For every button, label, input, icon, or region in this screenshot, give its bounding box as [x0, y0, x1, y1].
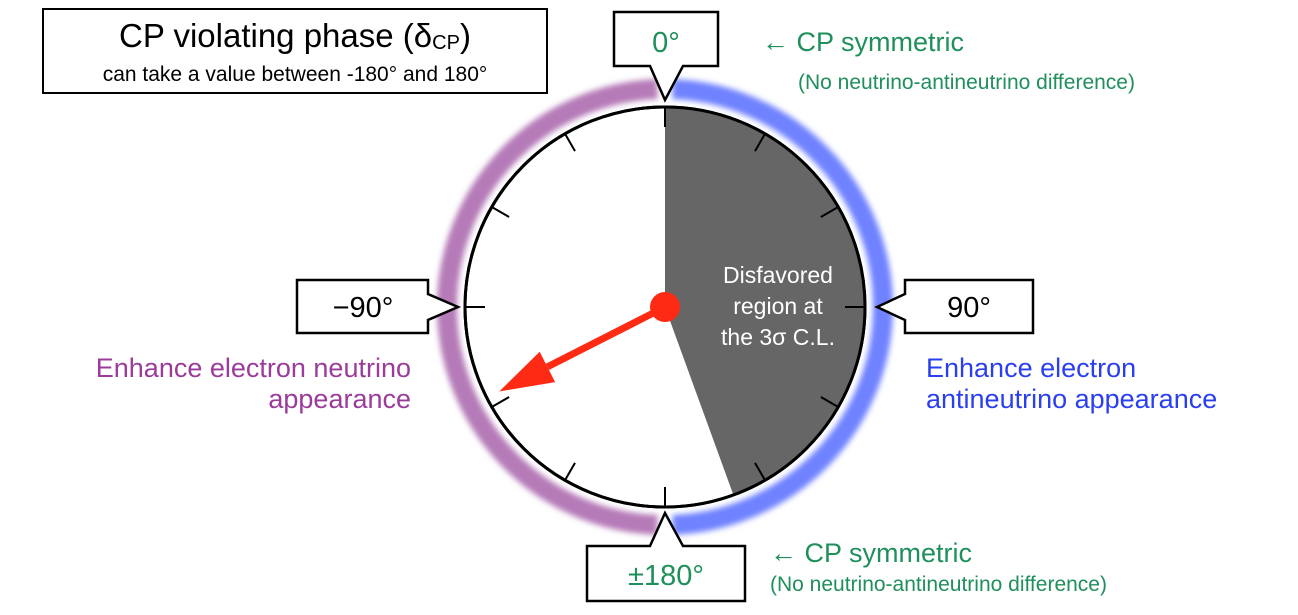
tick-mark — [564, 133, 576, 152]
bottom-no-difference-note: (No neutrino-antineutrino difference) — [770, 573, 1107, 596]
enhance-neutrino-label: Enhance electron neutrino appearance — [96, 353, 411, 415]
tick-mark — [564, 462, 576, 481]
region-label-line1: Disfavored — [723, 262, 833, 288]
tick-mark — [754, 133, 766, 152]
label-minus90-deg: −90° — [333, 292, 394, 324]
tick-mark — [820, 206, 839, 218]
arrow-hub — [650, 292, 680, 322]
tick-mark — [820, 396, 839, 408]
tick-mark — [491, 396, 510, 408]
dial-ticks — [465, 107, 865, 507]
bottom-cp-symmetric-note: ← CP symmetric — [770, 538, 973, 568]
disfavored-region — [665, 107, 865, 495]
arrow-head — [499, 351, 556, 392]
title-close: ) — [459, 17, 471, 54]
title-text: CP violating phase (δ — [119, 17, 433, 54]
title-box: CP violating phase (δCP) can take a valu… — [42, 8, 548, 94]
enhance-antineutrino-line1: Enhance electron — [926, 353, 1137, 383]
title-subscript: CP — [432, 32, 460, 54]
label-90-deg: 90° — [947, 292, 991, 324]
top-cp-symmetric-note: ← CP symmetric — [762, 27, 965, 57]
region-label-line3: the 3σ C.L. — [721, 324, 835, 350]
title-subtitle: can take a value between -180° and 180° — [102, 63, 488, 86]
enhance-neutrino-line1: Enhance electron neutrino — [95, 353, 411, 383]
disfavored-region-label: Disfavored region at the 3σ C.L. — [678, 260, 878, 353]
tick-mark — [754, 462, 766, 481]
top-no-difference-note: (No neutrino-antineutrino difference) — [798, 71, 1135, 94]
label-0-deg: 0° — [652, 27, 680, 59]
arrow-shaft — [545, 303, 667, 371]
callout-left — [295, 278, 462, 335]
region-label-line2: region at — [733, 293, 823, 319]
tick-mark — [491, 206, 510, 218]
enhance-antineutrino-line2: antineutrino appearance — [926, 384, 1218, 414]
title-main: CP violating phase (δCP) — [44, 17, 546, 62]
enhance-antineutrino-label: Enhance electron antineutrino appearance — [926, 353, 1217, 415]
callout-bottom — [585, 510, 747, 603]
dial-rim — [463, 105, 867, 509]
callout-top — [612, 10, 720, 103]
phase-arrow — [499, 292, 680, 392]
label-180-deg: ±180° — [628, 560, 704, 592]
callout-right — [874, 278, 1035, 335]
enhance-neutrino-line2: appearance — [268, 384, 411, 414]
